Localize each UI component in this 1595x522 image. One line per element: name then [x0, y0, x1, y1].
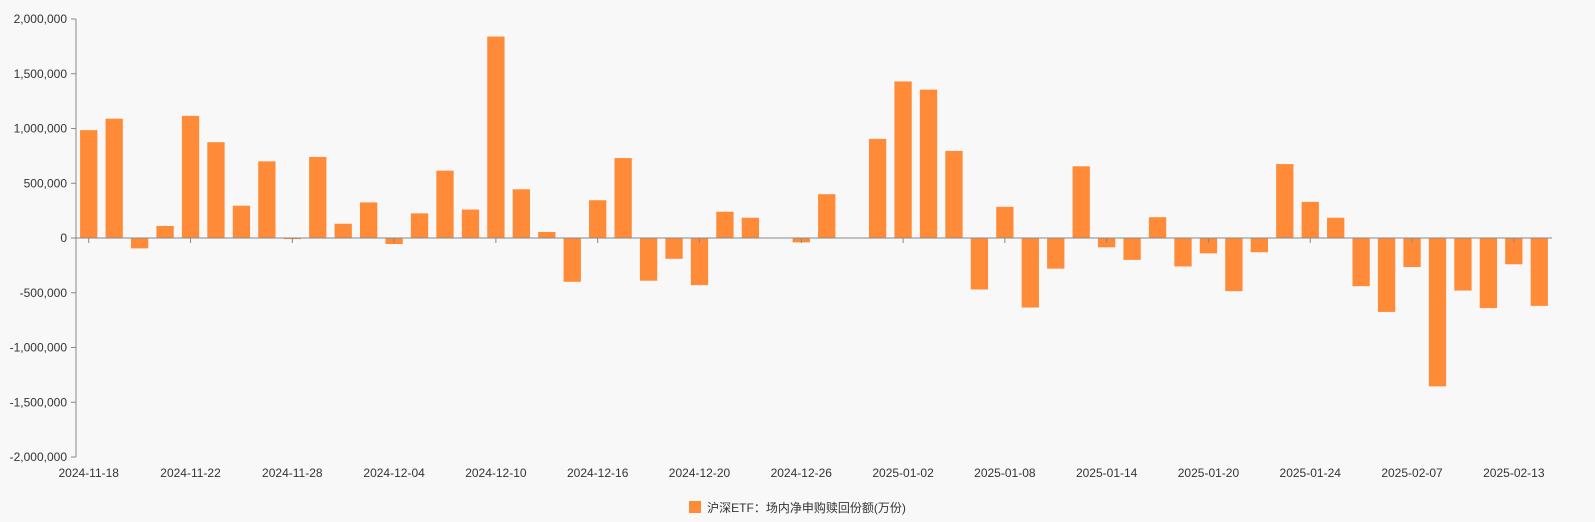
bars	[80, 36, 1548, 387]
x-tick-label: 2025-01-20	[1178, 466, 1240, 480]
x-tick-label: 2024-11-22	[160, 466, 221, 480]
bar[interactable]	[1505, 238, 1523, 265]
x-tick-label: 2025-01-24	[1280, 466, 1342, 480]
y-tick-label: -2,000,000	[10, 450, 68, 464]
x-tick-label: 2024-11-18	[58, 466, 119, 480]
bar[interactable]	[818, 194, 836, 238]
bar[interactable]	[207, 142, 225, 238]
bar[interactable]	[1047, 238, 1065, 269]
bar[interactable]	[538, 231, 556, 238]
bar[interactable]	[487, 36, 505, 238]
bar[interactable]	[334, 223, 352, 238]
y-tick-label: 1,000,000	[14, 122, 68, 136]
x-tick-label: 2025-01-08	[974, 466, 1036, 480]
bar[interactable]	[1250, 238, 1268, 253]
bar[interactable]	[258, 161, 276, 238]
x-tick-label: 2025-01-02	[872, 466, 934, 480]
bar[interactable]	[563, 238, 581, 282]
bar[interactable]	[1174, 238, 1192, 267]
x-axis: 2024-11-18 2024-11-22 2024-11-28 2024-12-04…	[58, 237, 1552, 480]
bar[interactable]	[1199, 238, 1218, 254]
bar[interactable]	[232, 205, 251, 238]
x-tick-label: 2024-12-20	[669, 466, 731, 480]
bar[interactable]	[436, 170, 454, 238]
x-tick-label: 2024-12-26	[771, 466, 833, 480]
bar[interactable]	[741, 217, 760, 238]
y-tick-label: 0	[60, 231, 67, 245]
bar[interactable]	[894, 81, 912, 238]
legend[interactable]: 沪深ETF：场内净申购赎回份额(万份)	[0, 498, 1595, 516]
bar[interactable]	[512, 189, 530, 238]
y-tick-label: 500,000	[24, 176, 68, 190]
bar[interactable]	[639, 238, 658, 281]
bar[interactable]	[970, 238, 989, 290]
x-tick-label: 2025-02-13	[1483, 466, 1545, 480]
bar[interactable]	[1428, 238, 1447, 387]
bar-chart: -2,000,000 -1,500,000 -1,000,000 -500,000 0 5…	[10, 12, 1552, 480]
y-tick-label: 1,500,000	[14, 67, 68, 81]
bar[interactable]	[1123, 238, 1141, 260]
bar[interactable]	[461, 209, 480, 238]
bar[interactable]	[919, 89, 938, 238]
bar[interactable]	[945, 150, 963, 238]
x-tick-label: 2024-12-16	[567, 466, 629, 480]
bar[interactable]	[1148, 217, 1167, 238]
y-tick-label: -1,500,000	[10, 395, 68, 409]
legend-swatch	[689, 501, 702, 513]
bar[interactable]	[1352, 238, 1370, 287]
bar[interactable]	[716, 211, 734, 238]
bar[interactable]	[156, 225, 174, 238]
x-tick-label: 2024-12-10	[465, 466, 527, 480]
bar[interactable]	[1530, 238, 1548, 306]
bar[interactable]	[665, 238, 683, 259]
y-tick-label: -500,000	[20, 286, 68, 300]
y-tick-label: -1,000,000	[10, 341, 68, 355]
x-tick-label: 2025-01-14	[1076, 466, 1138, 480]
bar[interactable]	[1454, 238, 1472, 291]
y-tick-label: 2,000,000	[14, 12, 68, 26]
bar[interactable]	[105, 118, 123, 238]
bar[interactable]	[996, 206, 1014, 238]
bar[interactable]	[410, 213, 429, 238]
bar[interactable]	[1301, 201, 1319, 238]
bar[interactable]	[1021, 238, 1039, 308]
bar[interactable]	[589, 200, 607, 238]
bar[interactable]	[181, 115, 200, 238]
bar[interactable]	[690, 238, 709, 286]
bar[interactable]	[1327, 217, 1345, 238]
y-axis: -2,000,000 -1,500,000 -1,000,000 -500,000 0 5…	[10, 12, 77, 464]
bar[interactable]	[614, 158, 632, 238]
bar[interactable]	[1403, 238, 1421, 268]
bar[interactable]	[309, 156, 327, 238]
bar[interactable]	[80, 130, 98, 238]
x-tick-label: 2025-02-07	[1381, 466, 1443, 480]
bar[interactable]	[1072, 166, 1090, 238]
bar[interactable]	[868, 138, 887, 238]
bar[interactable]	[1479, 238, 1498, 309]
bar[interactable]	[360, 202, 378, 238]
bar[interactable]	[130, 238, 149, 249]
x-tick-label: 2024-11-28	[262, 466, 323, 480]
legend-label: 沪深ETF：场内净申购赎回份额(万份)	[707, 500, 906, 515]
x-tick-label: 2024-12-04	[363, 466, 425, 480]
bar[interactable]	[1377, 238, 1396, 312]
bar[interactable]	[1225, 238, 1243, 292]
bar[interactable]	[1276, 164, 1294, 238]
